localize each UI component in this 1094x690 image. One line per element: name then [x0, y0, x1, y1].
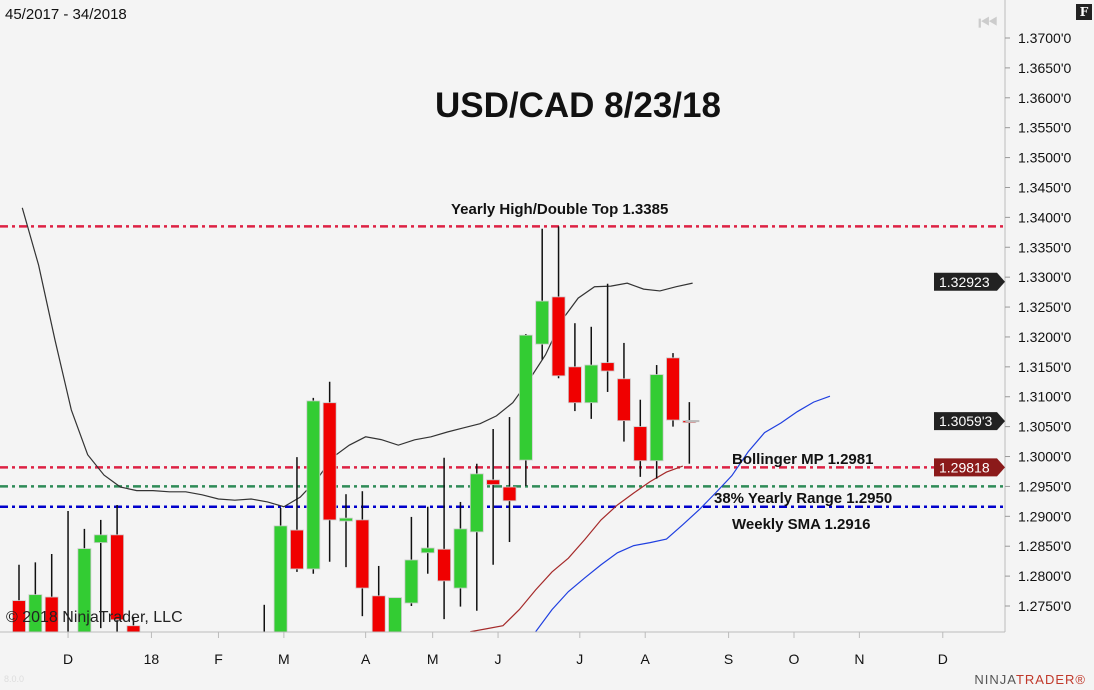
candle-up [453, 528, 468, 589]
bollinger-upper-line [21, 207, 693, 508]
candle-up [93, 534, 108, 544]
y-tick-label: 1.3300'0 [1018, 269, 1071, 285]
candle-down [617, 378, 631, 422]
plot-area [0, 207, 1005, 666]
bollinger-mp-badge-text: 1.29818 [939, 459, 990, 475]
y-tick-label: 1.3450'0 [1018, 179, 1071, 195]
y-tick-label: 1.2750'0 [1018, 598, 1071, 614]
last-price-badge-text: 1.3059'3 [939, 413, 992, 429]
x-tick-label: A [641, 651, 651, 667]
x-tick-label: M [278, 651, 290, 667]
copyright: © 2018 NinjaTrader, LLC [6, 609, 183, 626]
candle-down [322, 402, 337, 521]
y-tick-label: 1.3350'0 [1018, 239, 1071, 255]
x-tick-label: D [63, 651, 73, 667]
y-tick-label: 1.2950'0 [1018, 478, 1071, 494]
candle-up [404, 559, 419, 604]
bollinger-lower-line [470, 465, 684, 632]
skip-back-icon[interactable]: ⏮ [978, 10, 998, 35]
y-tick-label: 1.2850'0 [1018, 538, 1071, 554]
candle-down [12, 600, 26, 632]
upper-band-badge [934, 272, 1005, 291]
candle-up [469, 473, 484, 533]
y-tick-label: 1.3600'0 [1018, 90, 1071, 106]
y-tick-label: 1.3250'0 [1018, 299, 1071, 315]
candle-up [258, 660, 271, 666]
y-tick-label: 1.3000'0 [1018, 449, 1071, 465]
candle-down [371, 595, 386, 632]
bollinger-mp-badge [934, 458, 1005, 477]
candle-up [28, 594, 43, 632]
y-tick-label: 1.3650'0 [1018, 60, 1071, 76]
x-tick-label: N [854, 651, 864, 667]
f-button[interactable]: F [1076, 4, 1092, 20]
candle-down [126, 625, 141, 632]
y-tick-label: 1.3500'0 [1018, 150, 1071, 166]
y-tick-label: 1.3200'0 [1018, 329, 1071, 345]
candle-down [633, 426, 648, 462]
x-tick-label: D [938, 651, 948, 667]
weekly-sma-label: Weekly SMA 1.2916 [732, 516, 871, 533]
candle-down [355, 519, 370, 589]
weekly-sma-curve [535, 395, 831, 632]
candle-up [518, 334, 533, 461]
y-tick-label: 1.3150'0 [1018, 359, 1071, 375]
candle-up [339, 517, 353, 522]
x-tick-label: J [576, 651, 583, 667]
candle-down [502, 486, 517, 502]
x-tick-label: M [427, 651, 439, 667]
ninjatrader-logo: NINJATRADER® [974, 672, 1086, 687]
candle-down [486, 479, 501, 486]
bollinger-mp-label: Bollinger MP 1.2981 [732, 451, 874, 468]
candle-down [600, 362, 615, 372]
last-price-badge [934, 412, 1005, 431]
candle-down [437, 548, 452, 582]
chart-title: USD/CAD 8/23/18 [435, 86, 721, 125]
y-tick-label: 1.2900'0 [1018, 508, 1071, 524]
y-tick-label: 1.3400'0 [1018, 209, 1071, 225]
candle-down [290, 529, 304, 570]
upper-band-badge-text: 1.32923 [939, 274, 990, 290]
y-tick-label: 1.2800'0 [1018, 568, 1071, 584]
candle-up [388, 597, 402, 632]
candle-up [584, 364, 599, 404]
candle-down [44, 596, 59, 632]
candle-down [551, 296, 566, 377]
y-tick-label: 1.3100'0 [1018, 389, 1071, 405]
x-tick-label: A [361, 651, 371, 667]
y-tick-label: 1.3700'0 [1018, 30, 1071, 46]
candle-down [110, 534, 124, 621]
x-tick-label: 18 [144, 651, 160, 667]
y-tick-label: 1.3050'0 [1018, 419, 1071, 435]
candle-up [420, 547, 435, 554]
candle-down [568, 366, 582, 404]
period-range: 45/2017 - 34/2018 [5, 6, 127, 23]
candle-up [306, 400, 321, 570]
candle-up [649, 374, 664, 462]
version: 8.0.0 [4, 674, 25, 684]
range-38-label: 38% Yearly Range 1.2950 [714, 490, 893, 507]
x-tick-label: S [724, 651, 733, 667]
y-tick-label: 1.3550'0 [1018, 120, 1071, 136]
x-tick-label: F [214, 651, 223, 667]
candle-up [535, 300, 550, 345]
candle-up [273, 525, 288, 632]
x-tick-label: O [789, 651, 800, 667]
candle-up [77, 548, 92, 632]
candle-down [666, 357, 680, 421]
yearly-high-label: Yearly High/Double Top 1.3385 [451, 201, 669, 218]
x-tick-label: J [495, 651, 502, 667]
